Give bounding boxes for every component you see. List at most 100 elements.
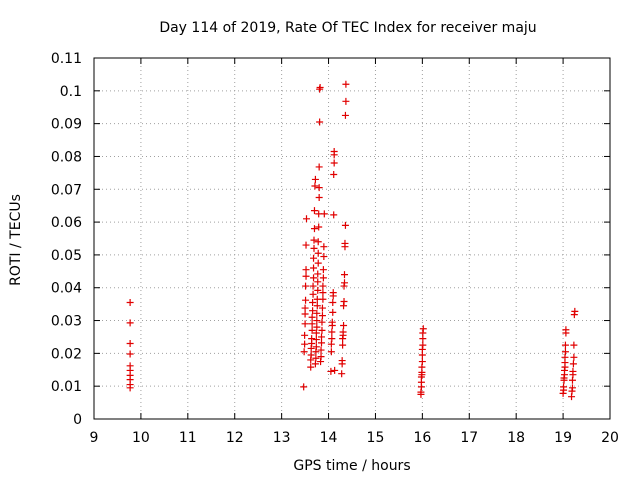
data-point-marker <box>328 335 336 343</box>
data-point-marker <box>313 317 321 325</box>
data-point-marker <box>314 259 322 267</box>
data-point-marker <box>330 159 338 167</box>
data-point-marker <box>341 239 349 247</box>
data-point-marker <box>560 383 568 391</box>
x-axis-label: GPS time / hours <box>293 458 410 474</box>
data-point-marker <box>307 351 315 359</box>
y-tick-label: 0.09 <box>51 117 82 133</box>
data-point-marker <box>339 328 347 336</box>
data-point-marker <box>301 304 309 312</box>
data-point-marker <box>311 175 319 183</box>
chart-title: Day 114 of 2019, Rate Of TEC Index for r… <box>159 20 536 36</box>
x-tick-label: 11 <box>179 430 197 446</box>
data-point-marker <box>338 357 346 365</box>
data-point-marker <box>313 302 321 310</box>
data-point-marker <box>302 296 310 304</box>
data-point-marker <box>302 215 310 223</box>
y-axis-label: ROTI / TECUs <box>8 194 24 286</box>
data-point-marker <box>327 367 335 375</box>
data-point-marker <box>561 348 569 356</box>
data-point-marker <box>328 318 336 326</box>
data-point-marker <box>330 171 338 179</box>
data-point-marker <box>309 307 317 315</box>
data-point-marker <box>318 326 326 334</box>
data-point-marker <box>329 289 337 297</box>
x-tick-label: 20 <box>601 430 619 446</box>
data-point-marker <box>315 223 323 231</box>
data-point-marker <box>312 329 320 337</box>
data-point-marker <box>313 309 321 317</box>
x-tick-label: 15 <box>367 430 385 446</box>
x-tick-label: 12 <box>226 430 244 446</box>
data-point-marker <box>342 97 350 105</box>
x-tick-labels: 9 10 11 12 13 14 15 16 17 18 19 20 <box>90 430 619 446</box>
data-point-marker <box>341 111 349 119</box>
data-point-marker <box>562 326 570 334</box>
data-point-marker <box>327 348 335 356</box>
data-point-marker <box>315 163 323 171</box>
y-tick-label: 0.04 <box>51 281 82 297</box>
data-point-marker <box>126 384 134 392</box>
x-tick-label: 10 <box>132 430 150 446</box>
y-tick-labels: 0 0.01 0.02 0.03 0.04 0.05 0.06 0.07 0.08 0.09 0.1… <box>51 51 82 428</box>
data-point-marker <box>561 341 569 349</box>
plot-frame <box>93 57 611 420</box>
data-point-marker <box>338 370 346 378</box>
data-point-marker <box>571 307 579 315</box>
data-point-marker <box>310 236 318 244</box>
x-tick-label: 18 <box>507 430 525 446</box>
data-point-marker <box>310 264 318 272</box>
y-tick-label: 0.05 <box>51 248 82 264</box>
data-point-marker <box>126 298 134 306</box>
data-point-marker <box>319 289 327 297</box>
data-point-marker <box>314 270 322 278</box>
data-point-marker <box>301 340 309 348</box>
y-tick-label: 0.03 <box>51 314 82 330</box>
data-point-marker <box>569 367 577 375</box>
x-tick-label: 13 <box>273 430 291 446</box>
data-point-marker <box>568 384 576 392</box>
y-tick-label: 0.06 <box>51 215 82 231</box>
x-tick-label: 16 <box>413 430 431 446</box>
data-point-marker <box>300 348 308 356</box>
data-point-marker <box>569 360 577 368</box>
x-tick-label: 9 <box>90 430 99 446</box>
data-point-marker <box>318 304 326 312</box>
data-point-marker <box>418 358 426 366</box>
y-tick-label: 0.11 <box>51 51 82 67</box>
y-tick-label: 0.07 <box>51 182 82 198</box>
data-point-marker <box>314 278 322 286</box>
data-point-marker <box>307 363 315 371</box>
data-point-marker <box>312 354 320 362</box>
axis-ticks <box>93 57 611 420</box>
data-point-marker <box>312 343 320 351</box>
data-point-marker <box>320 243 328 251</box>
data-point-marker <box>315 184 323 192</box>
data-point-marker <box>301 320 309 328</box>
data-point-marker <box>310 207 318 215</box>
data-point-marker <box>319 295 327 303</box>
data-point-marker <box>314 286 322 294</box>
data-point-marker <box>302 266 310 274</box>
data-point-marker <box>308 335 316 343</box>
y-tick-label: 0 <box>73 412 82 428</box>
data-point-marker <box>126 340 134 348</box>
y-tick-label: 0.02 <box>51 346 82 362</box>
data-point-marker <box>301 310 309 318</box>
data-point-marker <box>318 333 326 341</box>
data-point-marker <box>570 353 578 361</box>
data-point-marker <box>340 298 348 306</box>
data-point-marker <box>309 290 317 298</box>
data-point-marker <box>340 279 348 287</box>
data-point-marker <box>319 274 327 282</box>
data-point-marker <box>308 313 316 321</box>
x-tick-label: 14 <box>320 430 338 446</box>
data-point-marker <box>314 238 322 246</box>
data-point-marker <box>313 323 321 331</box>
data-point-marker <box>318 312 326 320</box>
data-point-marker <box>317 353 325 361</box>
data-point-marker <box>302 272 310 280</box>
data-points <box>126 80 579 401</box>
data-point-marker <box>312 336 320 344</box>
